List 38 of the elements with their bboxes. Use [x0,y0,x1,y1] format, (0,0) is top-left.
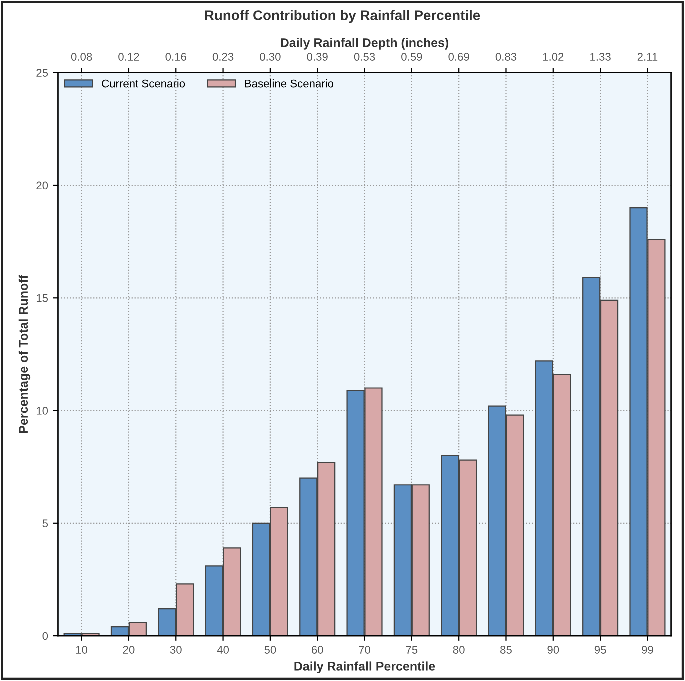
text: 0.69 [448,53,470,61]
x-tick-label: 20 [123,646,135,654]
text: 0.83 [496,53,517,61]
x-tick-label: 30 [170,646,182,654]
text: 0.30 [260,53,281,61]
legend-label: Baseline Scenario [245,80,334,88]
x-tick-label: 75 [406,646,418,654]
y-tick-label: 25 [36,69,48,77]
x-tick-label: 50 [264,646,276,654]
x-tick-label: 10 [76,646,88,654]
y-tick-label: 15 [36,294,48,302]
text: 1.02 [543,53,564,61]
text: 0.12 [118,53,140,61]
y-tick-label: 20 [36,182,48,190]
text: 0.16 [166,53,186,61]
text: 0.23 [212,53,234,61]
x-tick-label: 99 [642,646,654,654]
x-tick-label: 40 [217,646,230,654]
legend-label: Current Scenario [102,80,186,88]
text: 0.39 [307,53,328,61]
x-tick-label: 95 [594,646,606,654]
y-tick-label: 10 [36,407,48,415]
x-tick-label: 80 [453,646,465,654]
x-axis-title: Daily Rainfall Percentile [294,662,436,674]
y-tick-label: 0 [42,632,48,640]
x-tick-label: 90 [548,646,560,654]
text: 2.11 [638,53,658,61]
y-tick-label: 5 [42,520,48,528]
x-tick-label: 70 [359,646,371,654]
x-tick-label: 60 [312,646,324,654]
x2-axis-title: Daily Rainfall Depth (inches) [281,38,449,50]
text: 1.33 [590,53,611,61]
y-axis-title: Percentage of Total Runoff [18,275,31,434]
text: 0.08 [71,53,92,61]
text: 0.59 [402,53,422,61]
chart-title: Runoff Contribution by Rainfall Percentile [205,10,480,24]
x-tick-label: 85 [500,646,512,654]
text: 0.53 [354,53,376,61]
